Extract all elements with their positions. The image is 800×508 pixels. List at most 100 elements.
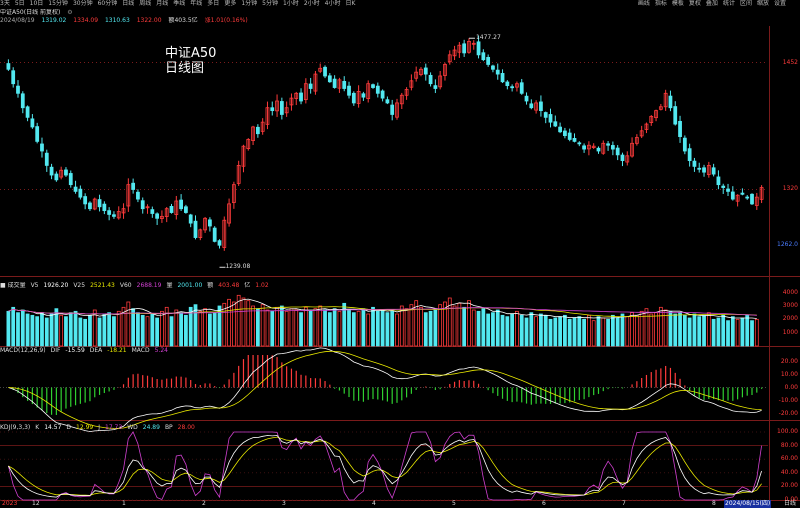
period-tab[interactable]: 日线 xyxy=(122,0,135,7)
close-readout: 1322.00 xyxy=(136,17,162,24)
period-tab[interactable]: 5分钟 xyxy=(262,0,278,7)
period-tab[interactable]: 4小时 xyxy=(324,0,341,7)
volume-tick: 3000 xyxy=(782,302,798,309)
tool-menu-item[interactable]: 模板 xyxy=(671,0,684,7)
candle-body xyxy=(208,219,212,227)
volume-bar xyxy=(251,305,255,347)
tool-menu-item[interactable]: 统计 xyxy=(722,0,735,7)
volume-bar xyxy=(630,312,634,347)
period-tab[interactable]: 日K xyxy=(345,0,356,7)
period-tab[interactable]: 月线 xyxy=(156,0,169,7)
volume-bar xyxy=(203,308,207,347)
volume-bar xyxy=(164,306,169,347)
volume-bar xyxy=(740,317,745,347)
volume-bar xyxy=(726,320,730,347)
volume-bar xyxy=(658,306,663,347)
candle-body xyxy=(452,49,457,57)
period-tabs[interactable]: 3天 5日 10日 15分钟 30分钟 60分钟 日线 周线 月线 季线 年线 多日 更多 1分钟 5分钟 1… xyxy=(0,0,360,7)
tool-menu-item[interactable]: 设置 xyxy=(773,0,786,7)
candle-body xyxy=(222,219,227,248)
indicator-value: KDJ(9,3,3) xyxy=(0,424,31,431)
volume-bar xyxy=(231,301,236,347)
period-tab[interactable]: 15分钟 xyxy=(48,0,68,7)
volume-bar xyxy=(227,298,231,347)
indicator-value: 亿 xyxy=(244,282,251,289)
tool-menu-item[interactable]: 画线 xyxy=(637,0,650,7)
tool-menu-item[interactable]: 复权 xyxy=(688,0,701,7)
candle-body xyxy=(395,102,399,118)
tool-menu-item[interactable]: 指标 xyxy=(654,0,667,7)
period-tab[interactable]: 1分钟 xyxy=(241,0,258,7)
indicator-value: -18.21 xyxy=(107,347,127,354)
volume-tick: 4000 xyxy=(782,288,798,296)
candle-body xyxy=(471,42,476,45)
candle-body xyxy=(347,85,351,96)
candle-body xyxy=(754,196,759,206)
candle-body xyxy=(692,160,697,167)
volume-bar xyxy=(438,304,443,347)
volume-bar xyxy=(682,314,687,347)
candle-body xyxy=(217,240,222,246)
candle-body xyxy=(270,107,275,112)
volume-bar xyxy=(208,313,212,347)
low-readout: 1310.63 xyxy=(104,17,130,24)
volume-bar xyxy=(174,309,179,347)
tool-menu[interactable]: 画线 指标 模板 复权 叠加 统计 区间 缩放 设置 xyxy=(638,0,791,8)
candle-body xyxy=(687,148,692,162)
candle-body xyxy=(260,121,265,132)
candle-body xyxy=(145,206,150,209)
volume-bar xyxy=(35,316,40,347)
tool-menu-item[interactable]: 区间 xyxy=(739,0,752,7)
volume-bar xyxy=(443,301,447,347)
period-tab[interactable]: 60分钟 xyxy=(97,0,118,7)
macd-tick: 10.00 xyxy=(780,370,798,378)
candle-body xyxy=(567,132,572,140)
volume-bar xyxy=(212,312,217,347)
period-tab[interactable]: 更多 xyxy=(224,0,237,7)
period-tab[interactable]: 年线 xyxy=(190,0,203,7)
candle-body xyxy=(668,95,673,109)
period-tab[interactable]: 10日 xyxy=(29,0,44,7)
period-tab[interactable]: 多日 xyxy=(207,0,220,7)
candle-body xyxy=(654,110,658,119)
volume-bar xyxy=(491,312,495,347)
period-tab[interactable]: 30分钟 xyxy=(72,0,93,7)
volume-bar xyxy=(390,310,395,347)
chart-title: 中证A50(日线 前复权) xyxy=(0,9,61,16)
period-tab[interactable]: 1小时 xyxy=(282,0,299,7)
candle-body xyxy=(126,184,131,207)
volume-bar xyxy=(327,312,332,347)
period-tab[interactable]: 2小时 xyxy=(303,0,320,7)
volume-bar xyxy=(30,314,35,347)
tool-menu-item[interactable]: 缩放 xyxy=(756,0,769,7)
settings-icon[interactable]: ⚙ xyxy=(67,9,73,16)
volume-bar xyxy=(188,306,193,347)
candle-body xyxy=(241,145,246,167)
candle-body xyxy=(495,69,500,75)
chart-header: 中证A50(日线 前复权) ⚙ xyxy=(0,9,800,17)
period-tab[interactable]: 周线 xyxy=(139,0,152,7)
period-tab[interactable]: 3天 xyxy=(0,0,10,7)
candle-body xyxy=(548,114,553,123)
candle-body xyxy=(390,104,395,115)
period-tab[interactable]: 季线 xyxy=(173,0,186,7)
toolbar: 3天 5日 10日 15分钟 30分钟 60分钟 日线 周线 月线 季线 年线 多日 更多 1分钟 5分钟 1… xyxy=(0,0,800,8)
macd-tick: -10.00 xyxy=(778,396,798,404)
candle-body xyxy=(428,74,433,85)
volume-bar xyxy=(107,312,112,347)
candle-body xyxy=(174,200,179,215)
indicator-value: 28.00 xyxy=(177,424,195,431)
high-readout: 1334.09 xyxy=(73,17,99,24)
candle-body xyxy=(203,217,207,231)
candle-body xyxy=(169,206,174,213)
candle-body xyxy=(682,137,687,152)
candle-body xyxy=(467,40,471,53)
volume-bar xyxy=(97,317,102,347)
tool-menu-item[interactable]: 叠加 xyxy=(705,0,718,7)
indicator-value: WD xyxy=(127,424,138,431)
period-tab[interactable]: 5日 xyxy=(14,0,25,7)
candle-body xyxy=(318,67,323,72)
volume-bar xyxy=(539,313,543,347)
volume-bar xyxy=(88,314,92,347)
